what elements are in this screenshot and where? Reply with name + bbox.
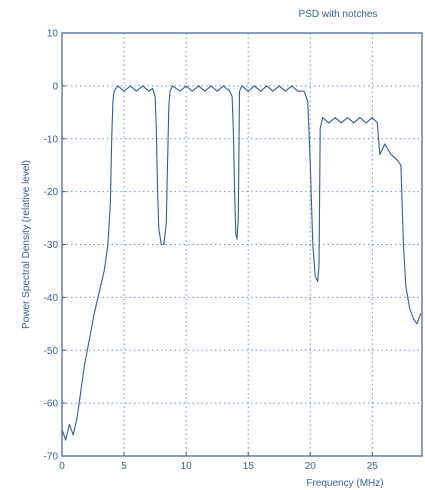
x-tick-label: 10: [181, 461, 193, 472]
x-tick-label: 15: [243, 461, 255, 472]
y-tick-label: -30: [44, 240, 59, 251]
y-tick-label: 10: [47, 29, 59, 40]
y-tick-label: -60: [44, 399, 59, 410]
y-tick-label: -40: [44, 293, 59, 304]
x-tick-label: 5: [121, 461, 127, 472]
psd-series-line: [61, 85, 422, 441]
x-axis-label: Frequency (MHz): [306, 478, 383, 489]
y-axis-label: Power Spectral Density (relative level): [21, 160, 32, 329]
grid: [62, 33, 422, 456]
y-tick-label: -50: [44, 346, 59, 357]
y-tick-label: 0: [52, 81, 58, 92]
x-tick-label: 25: [367, 461, 379, 472]
tick-labels: 0 5 10 15 20 25 10 0 -10 -20 -30 -40 -50 -60 -70: [44, 29, 379, 473]
ticks: [61, 32, 373, 457]
y-tick-label: -70: [44, 452, 59, 463]
y-tick-label: -10: [44, 134, 59, 145]
chart-title: PSD with notches: [299, 9, 378, 20]
y-tick-label: -20: [44, 187, 59, 198]
x-tick-label: 0: [59, 461, 65, 472]
x-tick-label: 20: [305, 461, 317, 472]
